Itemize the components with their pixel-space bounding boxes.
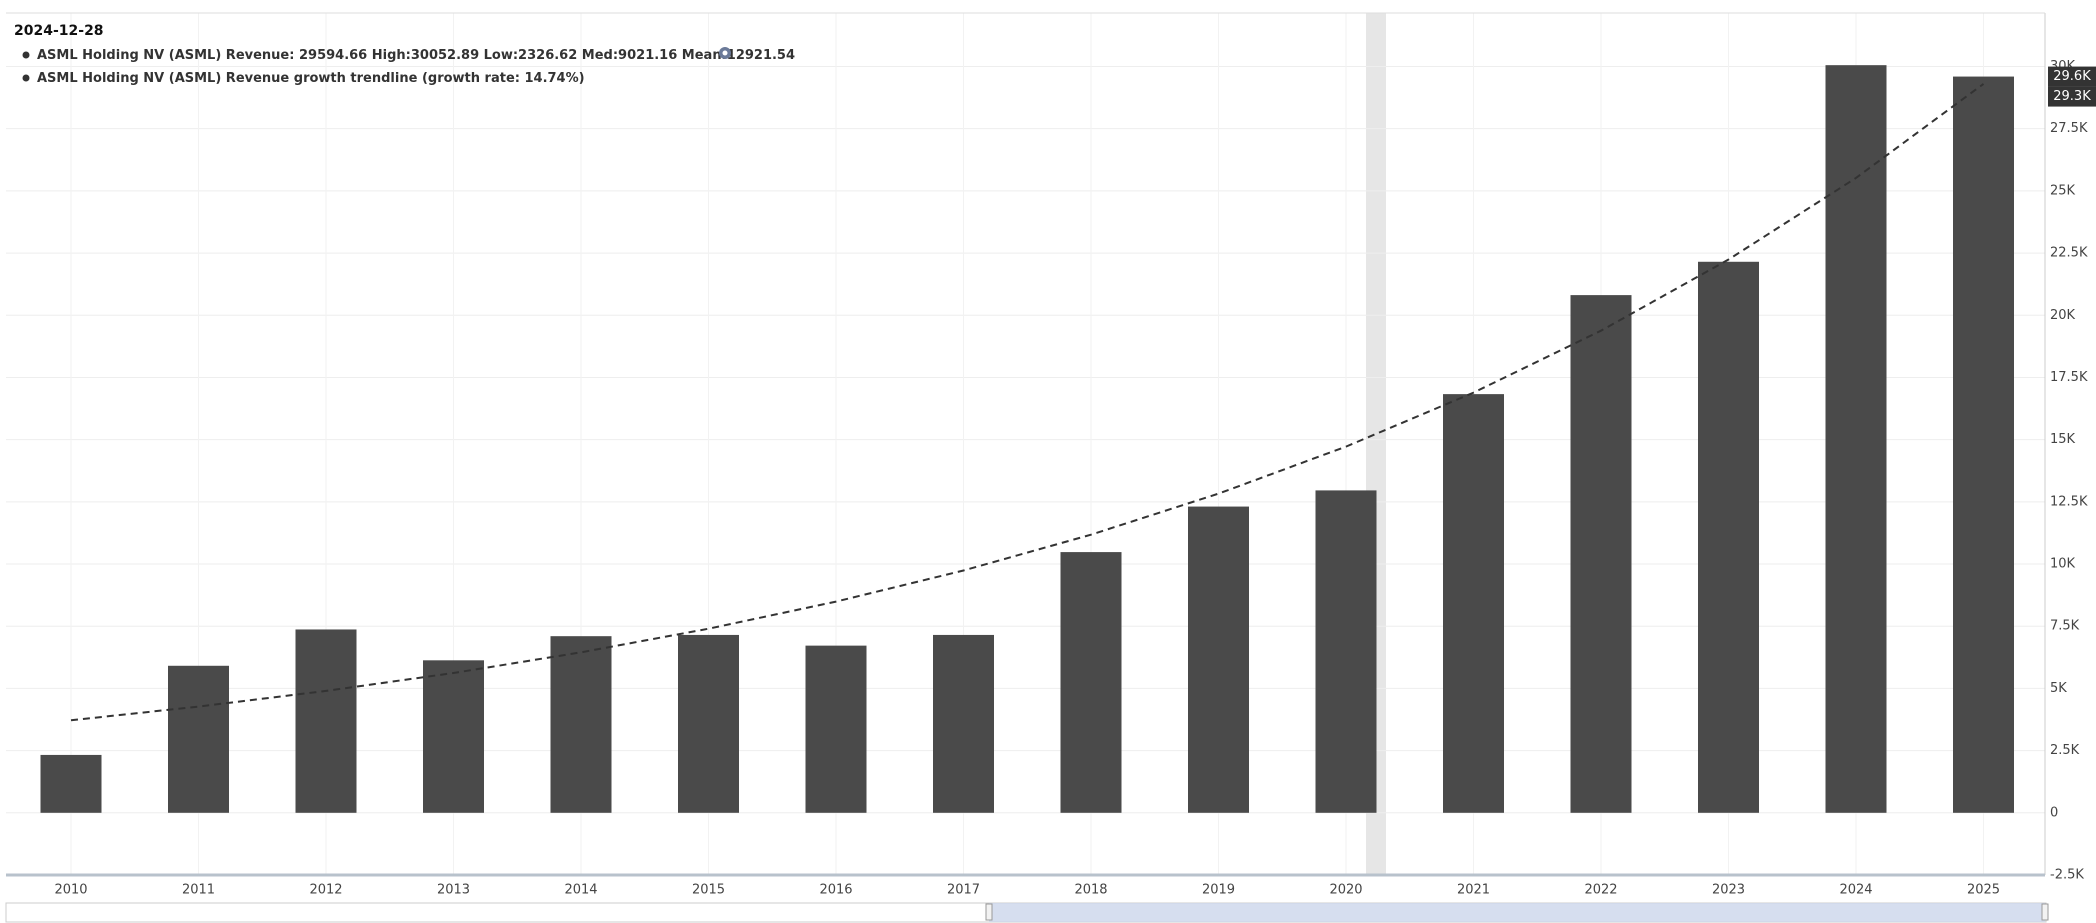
bar [1443, 394, 1504, 813]
x-tick-label: 2023 [1712, 883, 1745, 898]
y-tick-label: 7.5K [2050, 619, 2080, 634]
x-tick-label: 2021 [1457, 883, 1490, 898]
x-tick-label: 2024 [1839, 883, 1872, 898]
x-tick-label: 2017 [947, 883, 980, 898]
y-tick-label: 25K [2050, 183, 2076, 198]
bar [550, 636, 612, 813]
y-tick-label: 10K [2050, 557, 2076, 572]
x-tick-label: 2020 [1329, 883, 1362, 898]
legend-stats: (growth rate: 14.74%) [417, 71, 584, 86]
bar [933, 634, 994, 813]
value-tag-bg [2048, 86, 2096, 107]
navigator-handle[interactable] [985, 903, 993, 921]
bar [1060, 552, 1122, 813]
x-tick-label: 2010 [54, 883, 87, 898]
bar [805, 645, 867, 813]
value-tag: 29.6K [2053, 69, 2091, 84]
bar [1698, 261, 1759, 813]
x-tick-label: 2015 [692, 883, 725, 898]
x-tick-label: 2012 [309, 883, 342, 898]
trendline [70, 83, 1985, 722]
bar [678, 634, 739, 813]
y-tick-label: 2.5K [2050, 743, 2080, 758]
bar [1315, 490, 1377, 813]
y-tick-label: 20K [2050, 308, 2076, 323]
y-tick-label: 22.5K [2050, 246, 2088, 261]
legend-name: ASML Holding NV (ASML) Revenue growth tr… [37, 71, 418, 86]
x-tick-label: 2011 [182, 883, 215, 898]
bar [40, 754, 102, 813]
bar [1570, 295, 1632, 813]
legend-name: ASML Holding NV (ASML) Revenue [37, 48, 289, 63]
legend-marker [22, 74, 30, 82]
x-tick-label: 2022 [1584, 883, 1617, 898]
y-tick-label: 12.5K [2050, 494, 2088, 509]
y-tick-label: 27.5K [2050, 121, 2088, 136]
x-tick-label: 2019 [1202, 883, 1235, 898]
x-tick-label: 2016 [819, 883, 852, 898]
y-tick-label: 15K [2050, 432, 2076, 447]
y-tick-label: 5K [2050, 681, 2067, 696]
x-tick-label: 2018 [1074, 883, 1107, 898]
navigator-handle[interactable] [2041, 903, 2049, 921]
y-tick-label: 17.5K [2050, 370, 2088, 385]
navigator-selection[interactable] [989, 903, 2045, 922]
value-tag-bg [2048, 66, 2096, 87]
legend-entry[interactable]: ASML Holding NV (ASML) Revenue: 29594.66… [37, 48, 795, 63]
bar [168, 665, 229, 813]
legend-marker [22, 51, 30, 59]
x-tick-label: 2014 [564, 883, 597, 898]
bar [1188, 506, 1249, 813]
settings-icon[interactable] [719, 47, 731, 59]
x-tick-label: 2025 [1967, 883, 2000, 898]
x-tick-label: 2013 [437, 883, 470, 898]
date-label: 2024-12-28 [14, 23, 104, 39]
value-tag: 29.3K [2053, 89, 2091, 104]
legend-entry[interactable]: ASML Holding NV (ASML) Revenue growth tr… [37, 71, 585, 86]
y-tick-label: -2.5K [2050, 868, 2084, 883]
bar [423, 660, 484, 813]
legend-stats: : 29594.66 High:30052.89 Low:2326.62 Med… [289, 48, 795, 63]
bar [295, 629, 357, 813]
y-tick-label: 0 [2050, 805, 2058, 820]
bar [1953, 76, 2014, 813]
